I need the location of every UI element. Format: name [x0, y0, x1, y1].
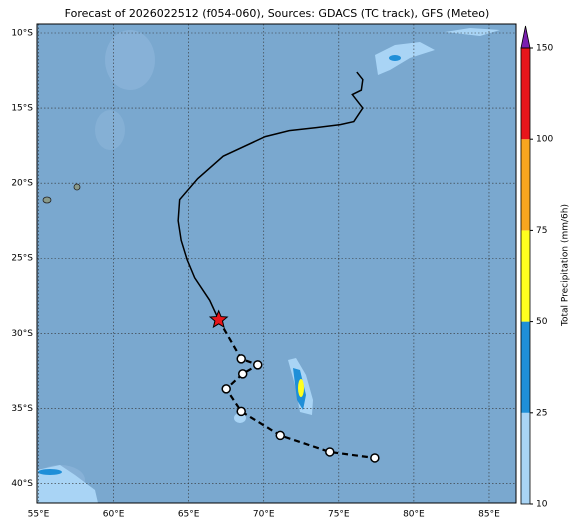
tracks [177, 71, 380, 463]
y-tick-label: 30°S [11, 329, 33, 339]
forecast-point [370, 453, 380, 463]
colorbar-extension [520, 25, 531, 49]
colorbar-tick-label: 50 [536, 317, 548, 327]
colorbar-segment [521, 321, 530, 413]
colorbar-segment [521, 412, 530, 504]
colorbar-segment [521, 230, 530, 322]
chart-title: Forecast of 2026022512 (f054-060), Sourc… [65, 7, 490, 20]
x-tick-label: 85°E [478, 510, 500, 520]
colorbar-label: Total Precipitation (mm/6h) [561, 204, 571, 327]
ocean [37, 24, 516, 503]
island [73, 183, 81, 191]
colorbar-frame [520, 47, 531, 505]
precip-area [389, 55, 401, 61]
map-frame [36, 23, 517, 504]
x-tick-label: 60°E [103, 510, 125, 520]
colorbar-tick-label: 75 [536, 226, 547, 236]
x-tick-label: 75°E [328, 510, 350, 520]
colorbar-segment [521, 48, 530, 140]
y-tick-label: 15°S [11, 104, 33, 114]
y-tick-label: 25°S [11, 254, 33, 264]
cloud [105, 30, 155, 90]
x-tick-label: 70°E [253, 510, 275, 520]
colorbar-tick-label: 100 [536, 135, 553, 145]
y-tick-label: 10°S [11, 29, 33, 39]
forecast-point [252, 360, 263, 370]
axes: 55°E 60°E 65°E 70°E 75°E 80°E 85°E 10°S 15°S 20°S… [11, 29, 500, 520]
y-tick-label: 35°S [11, 404, 33, 414]
x-tick-label: 55°E [28, 510, 50, 520]
precip-area [38, 469, 62, 475]
y-tick-label: 20°S [11, 179, 33, 189]
colorbar: 10 25 50 75 100 150 [520, 25, 553, 510]
x-tick-label: 65°E [178, 510, 200, 520]
colorbar-tick-label: 10 [536, 500, 548, 510]
precip-area [445, 28, 500, 36]
grid [37, 24, 516, 503]
y-tick-label: 40°S [11, 479, 33, 489]
forecast-point [275, 430, 286, 441]
forecast-point [221, 384, 231, 394]
map-area [37, 24, 516, 503]
forecast-point [236, 354, 246, 364]
best-track [177, 71, 364, 321]
precip-area [375, 42, 435, 75]
x-tick-label: 80°E [403, 510, 425, 520]
cloud [95, 110, 125, 150]
current-position [208, 309, 229, 329]
forecast-point [237, 369, 248, 379]
precip-area [298, 379, 304, 397]
colorbar-tick-label: 150 [536, 44, 553, 54]
forecast-point [325, 447, 335, 457]
colorbar-segment [521, 139, 530, 231]
forecast-point [236, 406, 246, 417]
colorbar-tick-label: 25 [536, 408, 547, 418]
island [42, 196, 52, 204]
